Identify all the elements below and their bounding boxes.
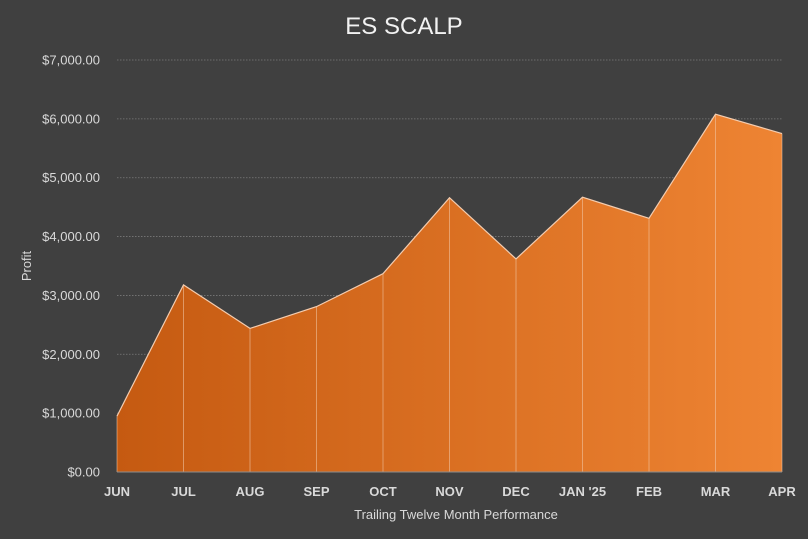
y-tick-label: $2,000.00	[42, 347, 100, 362]
y-tick-label: $0.00	[67, 465, 100, 480]
y-tick-label: $5,000.00	[42, 170, 100, 185]
x-tick-label: OCT	[369, 484, 397, 499]
x-tick-label: APR	[768, 484, 796, 499]
x-tick-label: AUG	[236, 484, 265, 499]
x-axis-label: Trailing Twelve Month Performance	[354, 507, 558, 522]
y-axis-tick-labels: $0.00 $1,000.00 $2,000.00 $3,000.00 $4,000.0…	[42, 53, 100, 480]
x-tick-label: NOV	[435, 484, 464, 499]
y-tick-label: $3,000.00	[42, 288, 100, 303]
y-tick-label: $7,000.00	[42, 53, 100, 68]
x-tick-label: JUN	[104, 484, 130, 499]
x-tick-label: DEC	[502, 484, 530, 499]
x-tick-label: MAR	[701, 484, 731, 499]
y-axis-label: Profit	[19, 250, 34, 281]
y-tick-label: $1,000.00	[42, 406, 100, 421]
x-tick-label: JAN '25	[559, 484, 606, 499]
y-tick-label: $4,000.00	[42, 229, 100, 244]
x-tick-label: FEB	[636, 484, 662, 499]
x-axis-tick-labels: JUN JUL AUG SEP OCT NOV DEC JAN '25 FEB MAR APR	[104, 484, 796, 499]
y-tick-label: $6,000.00	[42, 111, 100, 126]
series-line	[116, 113, 783, 417]
chart-title: ES SCALP	[345, 13, 462, 40]
x-tick-label: JUL	[171, 484, 196, 499]
x-tick-label: SEP	[303, 484, 329, 499]
area-series	[116, 113, 783, 473]
